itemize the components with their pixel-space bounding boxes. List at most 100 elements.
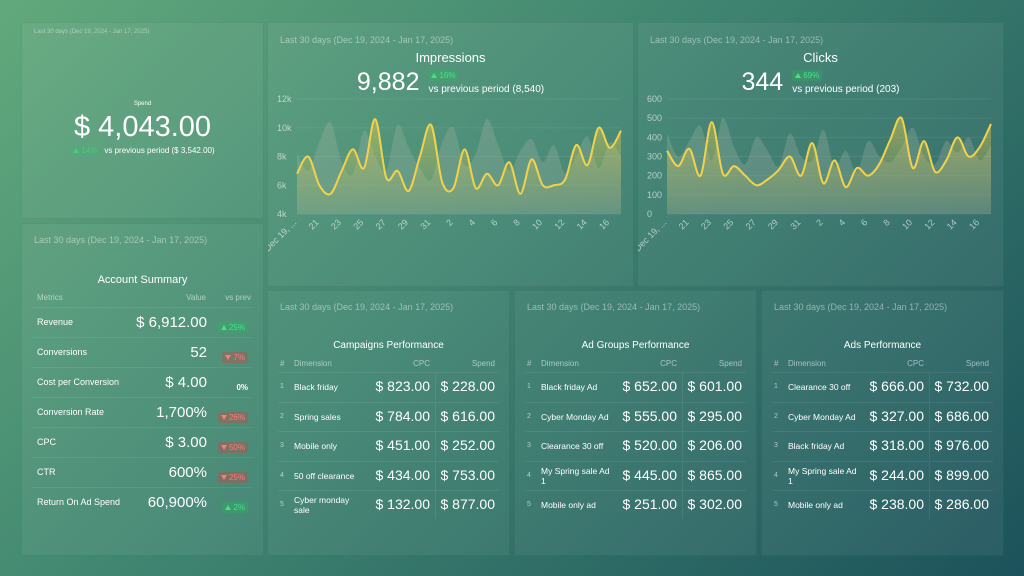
change-badge: 69% (792, 70, 823, 81)
metric-value: $ 3.00 (165, 434, 207, 451)
metric-value: $ 4.00 (165, 374, 207, 391)
spend-widget: Last 30 days (Dec 19, 2024 - Jan 17, 202… (21, 22, 264, 219)
column-divider (435, 432, 436, 460)
column-divider (682, 491, 683, 519)
dimension-cell: Clearance 30 off (541, 441, 604, 451)
x-tick-label: 8 (511, 217, 522, 228)
y-tick-label: 6k (277, 180, 287, 190)
spend-cell: $ 295.00 (687, 407, 743, 424)
x-tick-label: 6 (859, 217, 870, 228)
dimension-cell: Cyber monday sale (294, 495, 350, 515)
y-tick-label: 600 (647, 94, 662, 104)
row-divider (525, 372, 746, 373)
spend-cell: $ 228.00 (440, 378, 496, 394)
metric-name: Revenue (37, 317, 74, 327)
spend-cell: $ 686.00 (934, 407, 990, 424)
metric-name: CPC (37, 437, 57, 447)
row-divider (32, 457, 253, 458)
table-title: Ads Performance (843, 340, 922, 351)
metric-name: CTR (37, 467, 56, 477)
x-tick-label: 21 (307, 217, 321, 231)
x-tick-label: 4 (467, 217, 478, 228)
change-value: 16% (439, 71, 456, 80)
arrow-icon (795, 73, 802, 78)
column-divider (929, 461, 930, 490)
cpc-cell: $ 666.00 (869, 378, 925, 394)
table-title: Campaigns Performance (333, 340, 444, 351)
change-badge: 16% (428, 70, 459, 81)
row-divider (278, 490, 499, 491)
dimension-cell: Black friday Ad (541, 382, 598, 392)
spend-cell: $ 877.00 (440, 496, 496, 512)
kpi-meta: 16% vs previous period (8,540) (428, 70, 544, 95)
cpc-cell: $ 555.00 (622, 407, 678, 424)
cpc-cell: $ 132.00 (375, 496, 431, 512)
x-tick-label: 2 (814, 217, 825, 228)
column-header: # (527, 359, 532, 368)
metric-name: Conversions (37, 347, 88, 357)
x-tick-label: 31 (418, 217, 432, 231)
row-divider (278, 401, 499, 403)
cpc-cell: $ 520.00 (622, 437, 678, 453)
change: 0% (236, 383, 248, 392)
spend-cell: $ 302.00 (687, 496, 743, 512)
arrow (73, 148, 80, 153)
metric-change: 50% (217, 437, 248, 455)
row-number: 2 (774, 412, 778, 420)
arrow-icon (225, 505, 232, 510)
metric-name: Conversion Rate (37, 407, 105, 417)
dimension-cell: My Spring sale Ad 1 (541, 465, 610, 486)
x-tick-label: 27 (374, 217, 388, 231)
campaigns-table: Last 30 days (Dec 19, 2024 - Jan 17, 202… (267, 290, 510, 556)
metric-value: 1,700% (156, 404, 207, 421)
date-range: Last 30 days (Dec 19, 2024 - Jan 17, 202… (527, 302, 701, 312)
kpi-row: 344 69% vs previous period (203) (638, 68, 1003, 97)
cpc-cell: $ 238.00 (869, 496, 925, 512)
row-number: 2 (527, 412, 531, 420)
change-badge: 7% (222, 352, 248, 363)
dimension-cell: Black friday (294, 382, 338, 392)
metric-change: 7% (222, 347, 248, 365)
column-header: Spend (718, 359, 742, 368)
y-tick-label: 12k (277, 94, 292, 104)
cpc-cell: $ 318.00 (869, 437, 925, 453)
row-divider (525, 460, 746, 462)
spend-cell: $ 206.00 (687, 437, 743, 453)
date-range: Last 30 days (Dec 19, 2024 - Jan 17, 202… (34, 235, 208, 245)
date-range: Last 30 days (Dec 19, 2024 - Jan 17, 202… (650, 35, 824, 45)
arrow-icon (220, 445, 227, 450)
spend-cell: $ 865.00 (687, 466, 743, 483)
spend-cell: $ 899.00 (934, 466, 990, 483)
column-divider (929, 491, 930, 519)
date-range: Last 30 days (Dec 19, 2024 - Jan 17, 202… (774, 302, 948, 312)
spend-cell: $ 252.00 (440, 437, 496, 453)
x-tick-label: 10 (900, 217, 914, 231)
cpc-cell: $ 244.00 (869, 466, 925, 483)
cpc-cell: $ 451.00 (375, 437, 431, 453)
column-header: Dimension (541, 359, 579, 368)
column-divider (435, 402, 436, 431)
row-number: 1 (280, 383, 284, 390)
arrow (225, 355, 232, 360)
x-tick-label: 12 (552, 217, 566, 231)
column-header: CPC (907, 359, 924, 368)
row-divider (772, 460, 993, 462)
kpi-row: 9,882 16% vs previous period (8,540) (268, 68, 633, 97)
x-tick-label: 23 (329, 217, 343, 231)
change-badge: 2% (222, 502, 248, 513)
y-tick-label: 8k (277, 152, 287, 162)
column-divider (682, 373, 683, 401)
row-number: 2 (280, 412, 284, 420)
spend-cell: $ 601.00 (687, 378, 743, 394)
change-value: 26% (228, 413, 245, 422)
spend-cell: $ 286.00 (934, 496, 990, 512)
column-header: # (774, 359, 779, 368)
x-tick-label: 29 (766, 217, 780, 231)
column-divider (929, 373, 930, 401)
y-tick-label: 500 (647, 113, 662, 123)
kpi-value: $ 4,043.00 (73, 111, 212, 143)
x-tick-label: 14 (575, 217, 589, 231)
metric-value: 600% (168, 464, 207, 481)
